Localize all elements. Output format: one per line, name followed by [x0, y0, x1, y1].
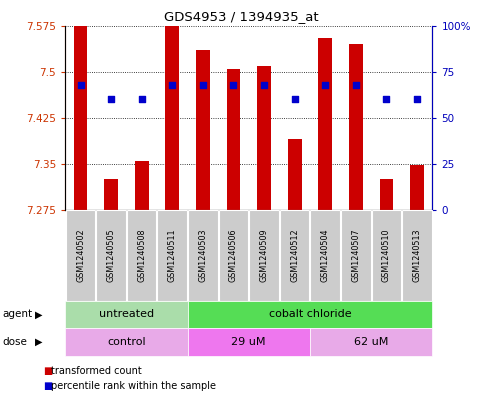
Bar	[196, 50, 210, 210]
Text: GSM1240503: GSM1240503	[199, 229, 207, 282]
Point	[413, 96, 421, 103]
Text: agent: agent	[2, 309, 32, 320]
Text: cobalt chloride: cobalt chloride	[269, 309, 351, 320]
Text: GSM1240510: GSM1240510	[382, 229, 391, 282]
Point	[383, 96, 390, 103]
Bar	[227, 69, 241, 210]
Text: ▶: ▶	[35, 337, 43, 347]
Text: ■: ■	[43, 366, 53, 376]
Point	[352, 81, 360, 88]
Bar	[104, 180, 118, 210]
Text: GSM1240508: GSM1240508	[137, 229, 146, 282]
Text: GSM1240511: GSM1240511	[168, 229, 177, 282]
Text: ■: ■	[43, 381, 53, 391]
Point	[321, 81, 329, 88]
Bar	[410, 165, 424, 210]
Text: dose: dose	[2, 337, 28, 347]
Point	[107, 96, 115, 103]
Text: GSM1240504: GSM1240504	[321, 229, 330, 282]
Text: GDS4953 / 1394935_at: GDS4953 / 1394935_at	[164, 10, 319, 23]
Bar	[318, 38, 332, 210]
Point	[229, 81, 237, 88]
Point	[169, 81, 176, 88]
Point	[260, 81, 268, 88]
Text: GSM1240513: GSM1240513	[412, 229, 422, 282]
Text: GSM1240512: GSM1240512	[290, 229, 299, 282]
Bar	[349, 44, 363, 210]
Text: ▶: ▶	[35, 309, 43, 320]
Bar	[380, 180, 393, 210]
Text: control: control	[107, 337, 146, 347]
Text: GSM1240506: GSM1240506	[229, 229, 238, 282]
Point	[77, 81, 85, 88]
Point	[199, 81, 207, 88]
Text: transformed count: transformed count	[51, 366, 142, 376]
Point	[291, 96, 298, 103]
Text: 62 uM: 62 uM	[354, 337, 388, 347]
Bar	[165, 26, 179, 210]
Text: percentile rank within the sample: percentile rank within the sample	[51, 381, 216, 391]
Text: GSM1240505: GSM1240505	[107, 229, 115, 282]
Bar	[135, 161, 149, 210]
Text: GSM1240509: GSM1240509	[259, 229, 269, 282]
Text: GSM1240502: GSM1240502	[76, 229, 85, 282]
Text: 29 uM: 29 uM	[231, 337, 266, 347]
Bar	[73, 26, 87, 210]
Bar	[288, 140, 301, 210]
Bar	[257, 66, 271, 210]
Text: GSM1240507: GSM1240507	[351, 229, 360, 282]
Text: untreated: untreated	[99, 309, 154, 320]
Point	[138, 96, 145, 103]
